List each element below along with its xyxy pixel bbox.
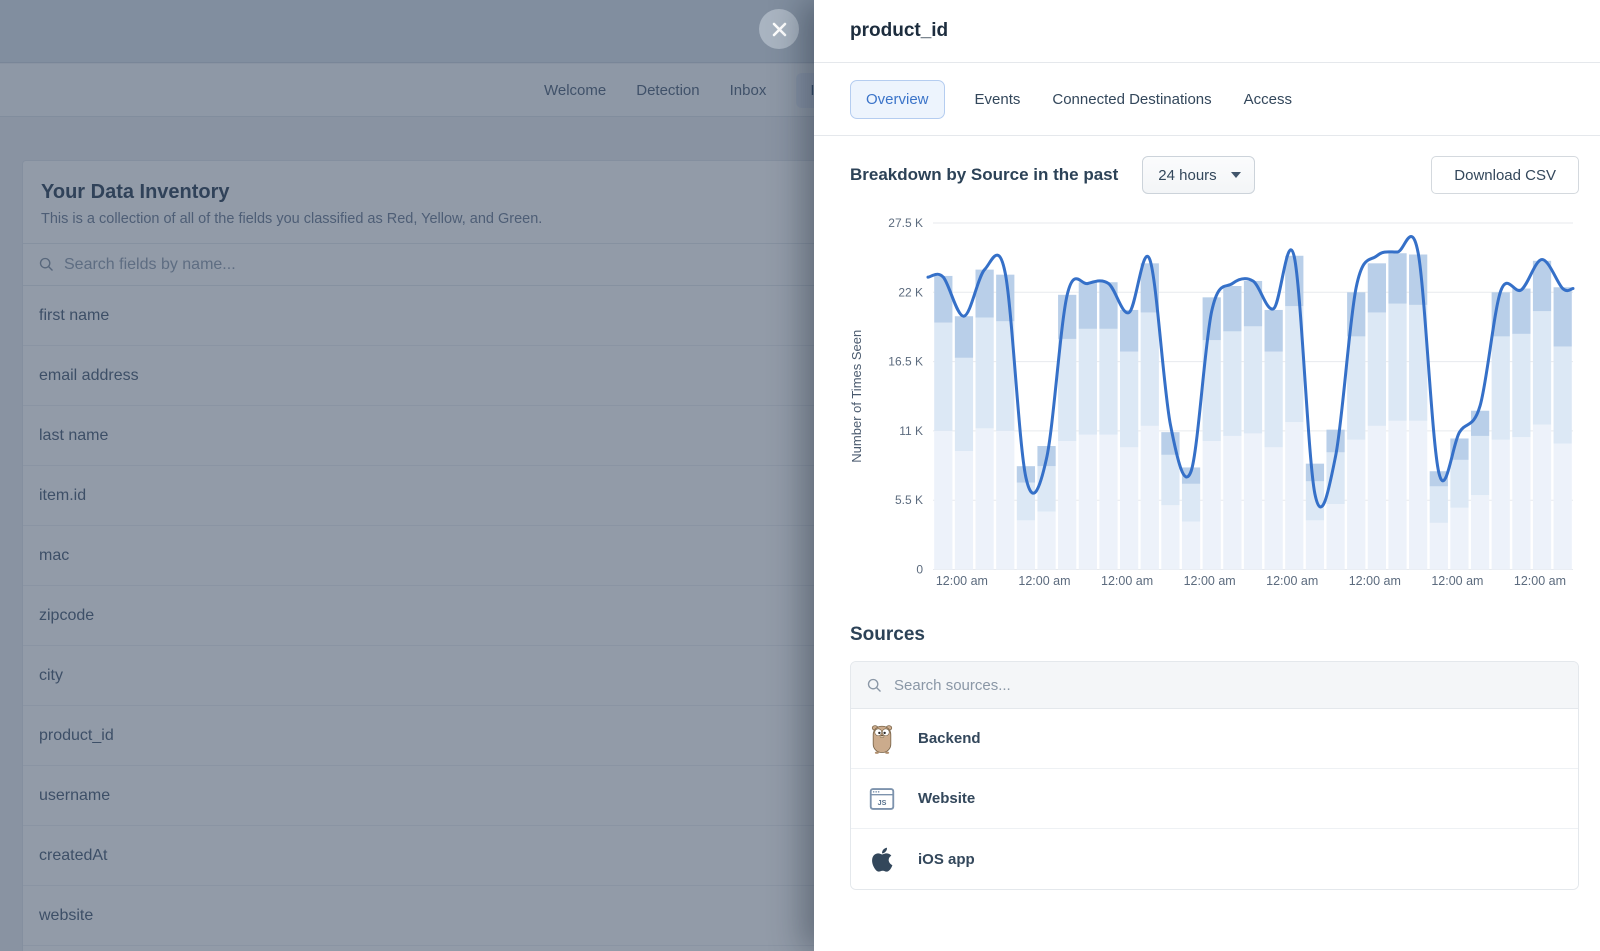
sources-heading: Sources — [850, 624, 925, 645]
svg-text:16.5 K: 16.5 K — [888, 355, 923, 369]
field-detail-panel: product_id Overview Events Connected Desti… — [814, 0, 1600, 951]
svg-text:22 K: 22 K — [898, 285, 923, 299]
panel-tabs: Overview Events Connected Destinations Acce… — [814, 63, 1600, 136]
svg-text:11 K: 11 K — [899, 424, 923, 438]
tab-access[interactable]: Access — [1242, 81, 1294, 118]
chart-container: 0 5.5 K 11 K 16.5 K 22 K 27.5 K 12:00 am 12:00 … — [850, 204, 1579, 602]
stacked-bars — [934, 253, 1572, 570]
tab-events[interactable]: Events — [973, 81, 1023, 118]
svg-text:12:00 am: 12:00 am — [1266, 574, 1318, 588]
total-line — [926, 234, 1575, 509]
sources-box: Backend JS Website iOS app — [850, 661, 1579, 890]
source-row-ios-app[interactable]: iOS app — [851, 829, 1578, 889]
gopher-icon — [869, 724, 895, 754]
caret-down-icon — [1230, 172, 1241, 178]
x-tick-labels: 12:00 am 12:00 am 12:00 am 12:00 am 12:00 am… — [936, 574, 1566, 588]
js-browser-icon: JS — [869, 784, 895, 814]
breakdown-chart: 05.5 K11 K16.5 K22 K27.5 K12:00 am 12:00 … — [850, 216, 1575, 588]
source-row-backend[interactable]: Backend — [851, 709, 1578, 769]
svg-text:12:00 am: 12:00 am — [1514, 574, 1566, 588]
svg-text:12:00 am: 12:00 am — [1101, 574, 1153, 588]
source-label: Website — [918, 790, 976, 807]
source-rows: Backend JS Website iOS app — [851, 709, 1578, 889]
search-icon — [867, 678, 881, 692]
svg-text:0: 0 — [916, 563, 923, 577]
svg-text:12:00 am: 12:00 am — [1431, 574, 1483, 588]
y-axis-label: Number of Times Seen — [850, 330, 864, 463]
tab-connected-destinations[interactable]: Connected Destinations — [1050, 81, 1213, 118]
breakdown-toolbar: Breakdown by Source in the past 24 hours… — [850, 156, 1579, 194]
sources-search[interactable] — [851, 662, 1578, 709]
svg-text:12:00 am: 12:00 am — [1349, 574, 1401, 588]
close-icon — [772, 22, 786, 36]
svg-text:5.5 K: 5.5 K — [895, 493, 923, 507]
close-button[interactable] — [759, 9, 799, 49]
panel-title: product_id — [850, 20, 949, 41]
download-csv-button[interactable]: Download CSV — [1431, 156, 1579, 194]
tab-overview[interactable]: Overview — [850, 79, 945, 119]
source-label: Backend — [918, 730, 981, 747]
source-label: iOS app — [918, 850, 975, 868]
svg-text:12:00 am: 12:00 am — [936, 574, 988, 588]
time-range-value: 24 hours — [1158, 166, 1217, 184]
y-tick-labels: 0 5.5 K 11 K 16.5 K 22 K 27.5 K — [888, 216, 923, 577]
svg-text:12:00 am: 12:00 am — [1184, 574, 1236, 588]
breakdown-heading: Breakdown by Source in the past — [850, 165, 1119, 184]
time-range-select[interactable]: 24 hours — [1142, 156, 1255, 194]
apple-icon — [869, 844, 895, 874]
source-row-website[interactable]: JS Website — [851, 769, 1578, 829]
svg-text:12:00 am: 12:00 am — [1018, 574, 1070, 588]
search-sources-input[interactable] — [894, 676, 1562, 694]
svg-text:27.5 K: 27.5 K — [888, 216, 923, 230]
svg-text:JS: JS — [878, 798, 887, 806]
